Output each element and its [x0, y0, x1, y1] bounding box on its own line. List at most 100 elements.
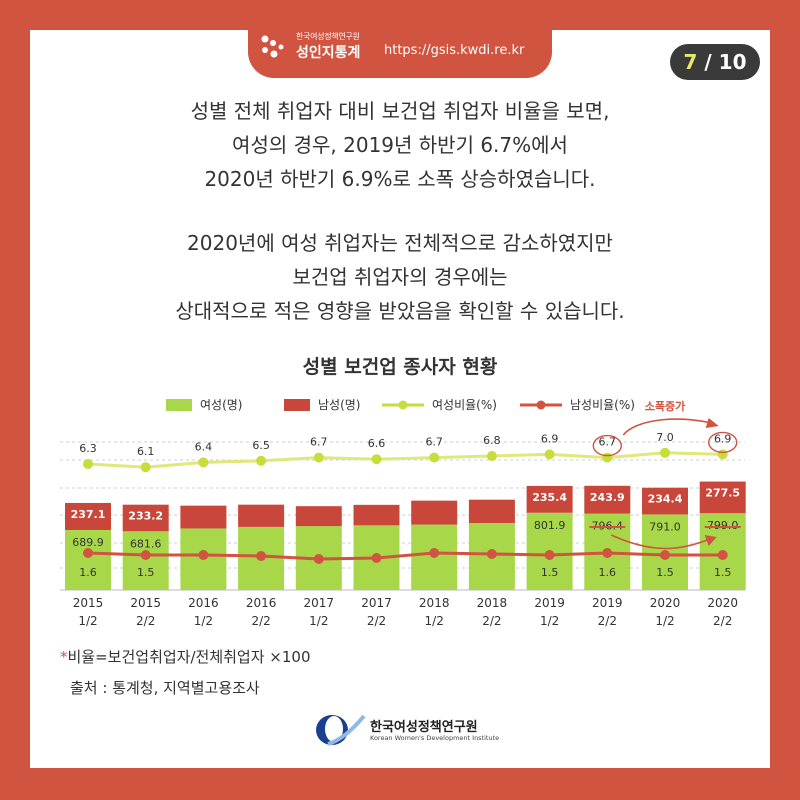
bar-label-male: 277.5: [705, 487, 740, 500]
point-female-rate: [371, 454, 382, 465]
series-line-male-rate: [87, 551, 723, 561]
label-female-rate: 6.4: [195, 440, 213, 453]
x-tick-label: 2018: [419, 596, 450, 610]
point-female-rate: [313, 452, 324, 463]
x-tick-label: 1/2: [425, 614, 444, 628]
legend-label: 남성(명): [318, 398, 360, 412]
page-indicator: 7 / 10: [670, 44, 760, 80]
point-male-rate: [198, 550, 209, 560]
page-current: 7: [683, 50, 698, 74]
x-tick-label: 2015: [130, 596, 161, 610]
intro-line: 2020년 하반기 6.9%로 소폭 상승하였습니다.: [204, 167, 596, 191]
point-male-rate: [486, 549, 497, 559]
x-tick-label: 2/2: [713, 614, 732, 628]
point-male-rate: [602, 548, 613, 558]
label-female-rate: 6.1: [137, 445, 155, 458]
trend-arrow: [610, 534, 713, 550]
x-tick-label: 2016: [246, 596, 277, 610]
brand-name: 성인지통계: [296, 45, 361, 61]
bar-label-female: 799.0: [707, 519, 739, 532]
x-tick-label: 2016: [188, 596, 219, 610]
ratio-note-text: 비율=보건업취업자/전체취업자 ×100: [67, 648, 311, 666]
point-female-rate: [83, 459, 93, 469]
legend-swatch: [166, 399, 192, 411]
bar-label-female: 681.6: [130, 537, 162, 550]
bar-male: [295, 506, 342, 527]
x-tick-label: 2019: [592, 596, 623, 610]
bar-label-female: 801.9: [534, 519, 566, 532]
x-tick-label: 1/2: [78, 614, 97, 628]
point-male-rate: [429, 548, 440, 558]
point-female-rate: [198, 457, 209, 468]
label-female-rate: 6.9: [714, 432, 732, 445]
kwdi-logo-icon: [316, 714, 366, 746]
highlight-circle: [708, 431, 738, 454]
brand-url[interactable]: https://gsis.kwdi.re.kr: [384, 43, 525, 58]
bar-male: [122, 504, 169, 532]
point-female-rate: [602, 452, 613, 463]
bar-male: [642, 487, 688, 515]
source-note: 출처 : 통계청, 지역별고용조사: [70, 679, 260, 697]
ratio-note: *비율=보건업취업자/전체취업자 ×100: [60, 646, 311, 667]
bar-male: [238, 504, 285, 527]
intro-text: 성별 전체 취업자 대비 보건업 취업자 비율을 보면, 여성의 경우, 201…: [60, 94, 740, 196]
bar-male: [180, 505, 227, 529]
label-male-rate: 1.6: [79, 566, 97, 579]
footer-org-en: Korean Women's Development Institute: [370, 734, 500, 742]
x-tick-label: 2020: [707, 596, 738, 610]
point-female-rate: [256, 455, 267, 466]
brand-tab: [248, 26, 552, 78]
label-female-rate: 6.5: [252, 439, 270, 452]
bar-male: [65, 502, 111, 530]
bar-male: [353, 504, 400, 526]
label-male-rate: 1.5: [656, 566, 674, 579]
body-line: 2020년에 여성 취업자는 전체적으로 감소하였지만: [187, 231, 613, 255]
body-text: 2020년에 여성 취업자는 전체적으로 감소하였지만 보건업 취업자의 경우에…: [60, 226, 740, 328]
legend-swatch: [284, 399, 310, 411]
label-female-rate: 6.7: [310, 436, 328, 449]
brand-org-small: 한국여성정책연구원: [296, 32, 360, 41]
chart: 여성(명) 남성(명) 여성비율(%) 남성비율(%) 237.1 689.9 233.2 6…: [60, 398, 746, 628]
bar-label-female: 689.9: [72, 536, 104, 549]
bar-label-male: 233.2: [128, 510, 163, 523]
bar-female: [65, 529, 111, 590]
page-total: / 10: [704, 50, 747, 74]
point-male-rate: [83, 548, 93, 558]
x-tick-label: 1/2: [309, 614, 328, 628]
bar-female: [122, 531, 169, 590]
brand-logo-icon: [261, 35, 284, 58]
label-female-rate: 6.7: [599, 436, 617, 449]
x-tick-label: 2019: [534, 596, 565, 610]
legend-marker: [398, 400, 408, 410]
bar-label-male: 234.4: [648, 493, 683, 506]
highlight-circle: [592, 434, 622, 457]
footer-org-name: 한국여성정책연구원: [370, 720, 478, 735]
x-tick-label: 1/2: [655, 614, 674, 628]
point-female-rate: [660, 447, 670, 458]
body-line: 상대적으로 적은 영향을 받았음을 확인할 수 있습니다.: [175, 299, 625, 323]
label-male-rate: 1.5: [541, 566, 559, 579]
point-male-rate: [544, 550, 555, 560]
bar-male: [526, 485, 573, 513]
trend-arrowhead: [704, 535, 717, 546]
bar-male: [699, 481, 746, 514]
label-male-rate: 1.5: [137, 566, 155, 579]
series-line-female-rate: [87, 451, 723, 469]
body-line: 보건업 취업자의 경우에는: [292, 265, 508, 289]
bar-male: [468, 499, 515, 524]
x-tick-label: 1/2: [194, 614, 213, 628]
x-tick-label: 2/2: [367, 614, 386, 628]
point-female-rate: [140, 462, 151, 473]
legend-marker: [536, 400, 546, 410]
point-female-rate: [429, 452, 440, 463]
bar-male: [411, 500, 458, 525]
bar-label-male: 235.4: [532, 491, 567, 504]
point-male-rate: [660, 550, 670, 560]
bar-label-male: 243.9: [590, 491, 625, 504]
intro-line: 여성의 경우, 2019년 하반기 6.7%에서: [232, 133, 568, 157]
point-female-rate: [717, 449, 728, 460]
content-card: [30, 30, 770, 768]
label-female-rate: 6.6: [368, 437, 386, 450]
x-tick-label: 1/2: [540, 614, 559, 628]
label-female-rate: 6.9: [541, 432, 559, 445]
